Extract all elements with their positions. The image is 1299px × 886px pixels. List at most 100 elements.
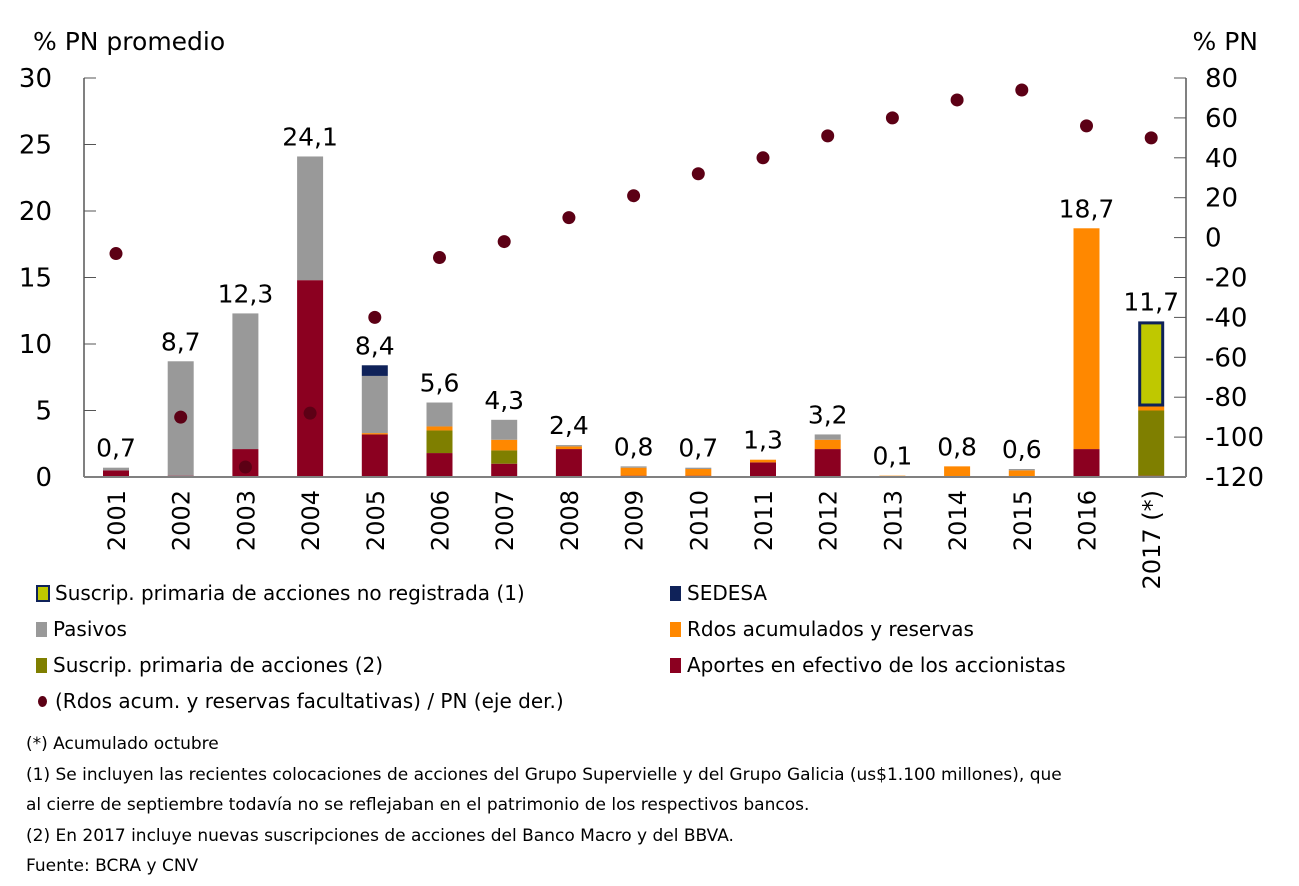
bar-segment-rdos <box>426 426 453 431</box>
bar-segment-aportes <box>297 280 324 477</box>
scatter-point <box>433 251 446 265</box>
bar-total-label: 2,4 <box>549 411 589 440</box>
footnote-1-cont: al cierre de septiembre todavía no se re… <box>26 795 810 815</box>
bar-segment-aportes <box>491 463 518 477</box>
footnote-asterisk: (*) Acumulado octubre <box>26 734 219 754</box>
bar-segment-pasivos <box>1008 469 1035 471</box>
scatter-point <box>1144 131 1158 145</box>
scatter-point <box>1080 119 1093 133</box>
source-note: Fuente: BCRA y CNV <box>26 856 199 876</box>
left-tick-label: 30 <box>19 64 52 94</box>
category-labels: 2001 2002 2003 2004 2005 2006 2007 2008 2009 2010… <box>103 490 1166 589</box>
bar-segment-pasivos <box>232 313 259 450</box>
scatter-point <box>627 189 641 203</box>
right-tick-label: -40 <box>1205 303 1247 333</box>
bar-total-labels: 0,7 8,7 12,3 24,1 8,4 5,6 4,3 2,4 0,8 0,7 1,3 3,2 0,… <box>96 122 1179 470</box>
legend-swatch <box>36 621 47 637</box>
bar-segment-sedesa <box>361 365 388 376</box>
bar-segment-suscrip <box>1138 410 1165 476</box>
legend-label: SEDESA <box>687 581 768 605</box>
legend-swatch <box>36 657 47 673</box>
scatter-point <box>562 211 576 225</box>
bar-total-label: 4,3 <box>484 386 524 415</box>
scatter-point <box>238 460 252 474</box>
category-label: 2008 <box>556 490 584 551</box>
left-axis: 0 5 10 15 20 25 30 <box>19 64 96 493</box>
right-axis: -120 -100 -80 -60 -40 -20 0 20 40 60 80 <box>1174 64 1264 493</box>
category-label: 2016 <box>1074 490 1102 551</box>
scatter-point <box>1015 83 1029 97</box>
bar-segment-rdos <box>361 433 388 435</box>
legend-swatch <box>670 657 681 673</box>
left-axis-title: % PN promedio <box>33 27 225 56</box>
legend-label: Suscrip. primaria de acciones (2) <box>53 653 384 677</box>
right-tick-label: -80 <box>1205 383 1247 413</box>
right-tick-label: 80 <box>1205 64 1238 94</box>
scatter-points <box>109 83 1158 474</box>
left-tick-label: 15 <box>19 264 52 294</box>
scatter-point <box>368 310 382 324</box>
category-label: 2006 <box>427 490 455 551</box>
bar-total-label: 5,6 <box>420 369 460 398</box>
bar-segment-pasivos <box>620 466 647 468</box>
bar-total-label: 0,6 <box>1002 435 1042 464</box>
category-label: 2001 <box>103 490 131 551</box>
bar-total-label: 12,3 <box>218 279 274 308</box>
category-label: 2003 <box>232 490 260 551</box>
bar-segment-pasivos <box>814 434 841 440</box>
bar-segment-rdos <box>1138 406 1165 411</box>
bar-segment-aportes <box>555 449 582 477</box>
legend-item-pasivos: Pasivos <box>36 614 127 644</box>
footnotes: (*) Acumulado octubre (1) Se incluyen la… <box>26 729 1062 882</box>
bar-segment-pasivos <box>361 375 388 434</box>
footnote-2: (2) En 2017 incluye nuevas suscripciones… <box>26 825 734 846</box>
bar-total-label: 0,8 <box>937 432 977 461</box>
bar-total-label: 0,7 <box>678 434 718 463</box>
category-label: 2012 <box>815 490 843 551</box>
category-label: 2009 <box>621 490 649 551</box>
legend-label: Pasivos <box>53 617 127 641</box>
bar-total-label: 1,3 <box>743 426 783 455</box>
bar-segment-pasivos <box>491 419 518 440</box>
scatter-point <box>691 167 705 181</box>
bar-segment-pasivos <box>103 467 129 471</box>
bar-segment-rdos <box>814 439 841 450</box>
bar-total-label: 24,1 <box>282 122 338 151</box>
left-tick-label: 0 <box>35 463 52 493</box>
bar-segment-rdos <box>750 459 776 463</box>
bar-segment-rdos <box>944 466 971 477</box>
bar-segment-rdos <box>1073 228 1100 450</box>
bar-total-label: 0,8 <box>614 432 654 461</box>
category-label: 2010 <box>685 490 713 551</box>
footnote-1: (1) Se incluyen las recientes colocacion… <box>26 764 1062 785</box>
bar-segment-suscrip <box>491 450 518 464</box>
right-tick-label: -20 <box>1205 264 1247 294</box>
bar-total-label: 3,2 <box>808 400 848 429</box>
scatter-point <box>756 151 770 165</box>
left-tick-label: 5 <box>35 397 52 427</box>
right-tick-label: 0 <box>1205 224 1222 254</box>
bar-total-label: 18,7 <box>1059 194 1115 223</box>
bar-segment-aportes <box>361 434 388 477</box>
category-label: 2011 <box>750 490 778 551</box>
right-axis-title: % PN <box>1193 27 1258 56</box>
bar-segment-suscrip <box>426 430 453 454</box>
bar-total-label: 0,7 <box>96 434 136 463</box>
category-label: 2017 (*) <box>1138 490 1166 589</box>
scatter-point <box>497 235 511 249</box>
bar-segment-pasivos <box>685 467 712 470</box>
bars <box>103 156 1165 478</box>
bar-total-label: 8,4 <box>355 331 395 360</box>
left-tick-label: 25 <box>19 131 52 161</box>
legend-swatch <box>670 621 681 637</box>
legend-label: (Rdos acum. y reservas facultativas) / P… <box>55 689 564 713</box>
legend-label: Rdos acumulados y reservas <box>687 617 974 641</box>
left-tick-label: 10 <box>19 330 52 360</box>
bar-segment-rdos <box>555 446 582 450</box>
right-tick-label: -100 <box>1205 423 1264 453</box>
category-label: 2002 <box>168 490 196 551</box>
bar-segment-pasivos <box>297 156 324 281</box>
bar-segment-pasivos <box>555 445 582 447</box>
bar-segment-aportes <box>426 453 453 477</box>
